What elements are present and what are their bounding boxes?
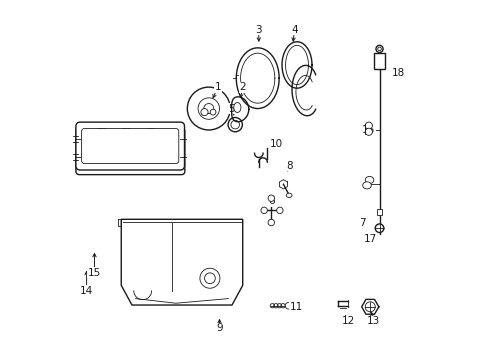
Ellipse shape [365, 128, 372, 135]
Polygon shape [282, 42, 311, 88]
Text: 8: 8 [285, 161, 292, 171]
Ellipse shape [377, 47, 381, 51]
Ellipse shape [374, 224, 383, 233]
Ellipse shape [285, 302, 291, 309]
Text: 2: 2 [239, 82, 245, 92]
Text: 10: 10 [269, 139, 283, 149]
Text: 4: 4 [290, 25, 297, 35]
FancyBboxPatch shape [76, 127, 184, 175]
FancyBboxPatch shape [76, 122, 184, 170]
Ellipse shape [233, 103, 241, 112]
FancyBboxPatch shape [81, 129, 179, 163]
Text: 7: 7 [358, 218, 365, 228]
Text: 14: 14 [80, 286, 93, 296]
Polygon shape [236, 48, 279, 109]
Ellipse shape [198, 98, 219, 119]
Polygon shape [361, 300, 378, 314]
FancyBboxPatch shape [81, 133, 180, 169]
Text: 6: 6 [267, 197, 274, 206]
Ellipse shape [375, 45, 382, 53]
Ellipse shape [276, 207, 283, 213]
Polygon shape [231, 97, 248, 122]
Text: 11: 11 [289, 302, 302, 312]
Ellipse shape [203, 104, 213, 113]
Polygon shape [121, 219, 242, 305]
Polygon shape [279, 180, 287, 189]
Text: 18: 18 [391, 68, 404, 78]
Ellipse shape [210, 109, 216, 115]
FancyBboxPatch shape [376, 209, 382, 215]
Text: 3: 3 [255, 25, 262, 35]
Ellipse shape [204, 273, 215, 284]
Ellipse shape [362, 182, 370, 189]
Ellipse shape [200, 268, 220, 288]
Text: 15: 15 [88, 268, 101, 278]
Text: 5: 5 [228, 104, 235, 113]
Text: 17: 17 [363, 234, 376, 244]
Ellipse shape [267, 195, 274, 202]
Ellipse shape [187, 87, 230, 130]
FancyBboxPatch shape [373, 53, 384, 69]
Text: 12: 12 [341, 316, 354, 326]
Ellipse shape [285, 193, 291, 198]
Ellipse shape [261, 207, 267, 213]
Ellipse shape [267, 219, 274, 226]
Text: 13: 13 [366, 316, 380, 326]
Ellipse shape [365, 122, 372, 129]
Text: 9: 9 [216, 323, 223, 333]
Ellipse shape [365, 302, 374, 312]
Ellipse shape [227, 117, 242, 132]
Text: 1: 1 [214, 82, 221, 92]
Ellipse shape [365, 176, 373, 184]
Ellipse shape [201, 109, 207, 116]
Text: 16: 16 [362, 125, 375, 135]
